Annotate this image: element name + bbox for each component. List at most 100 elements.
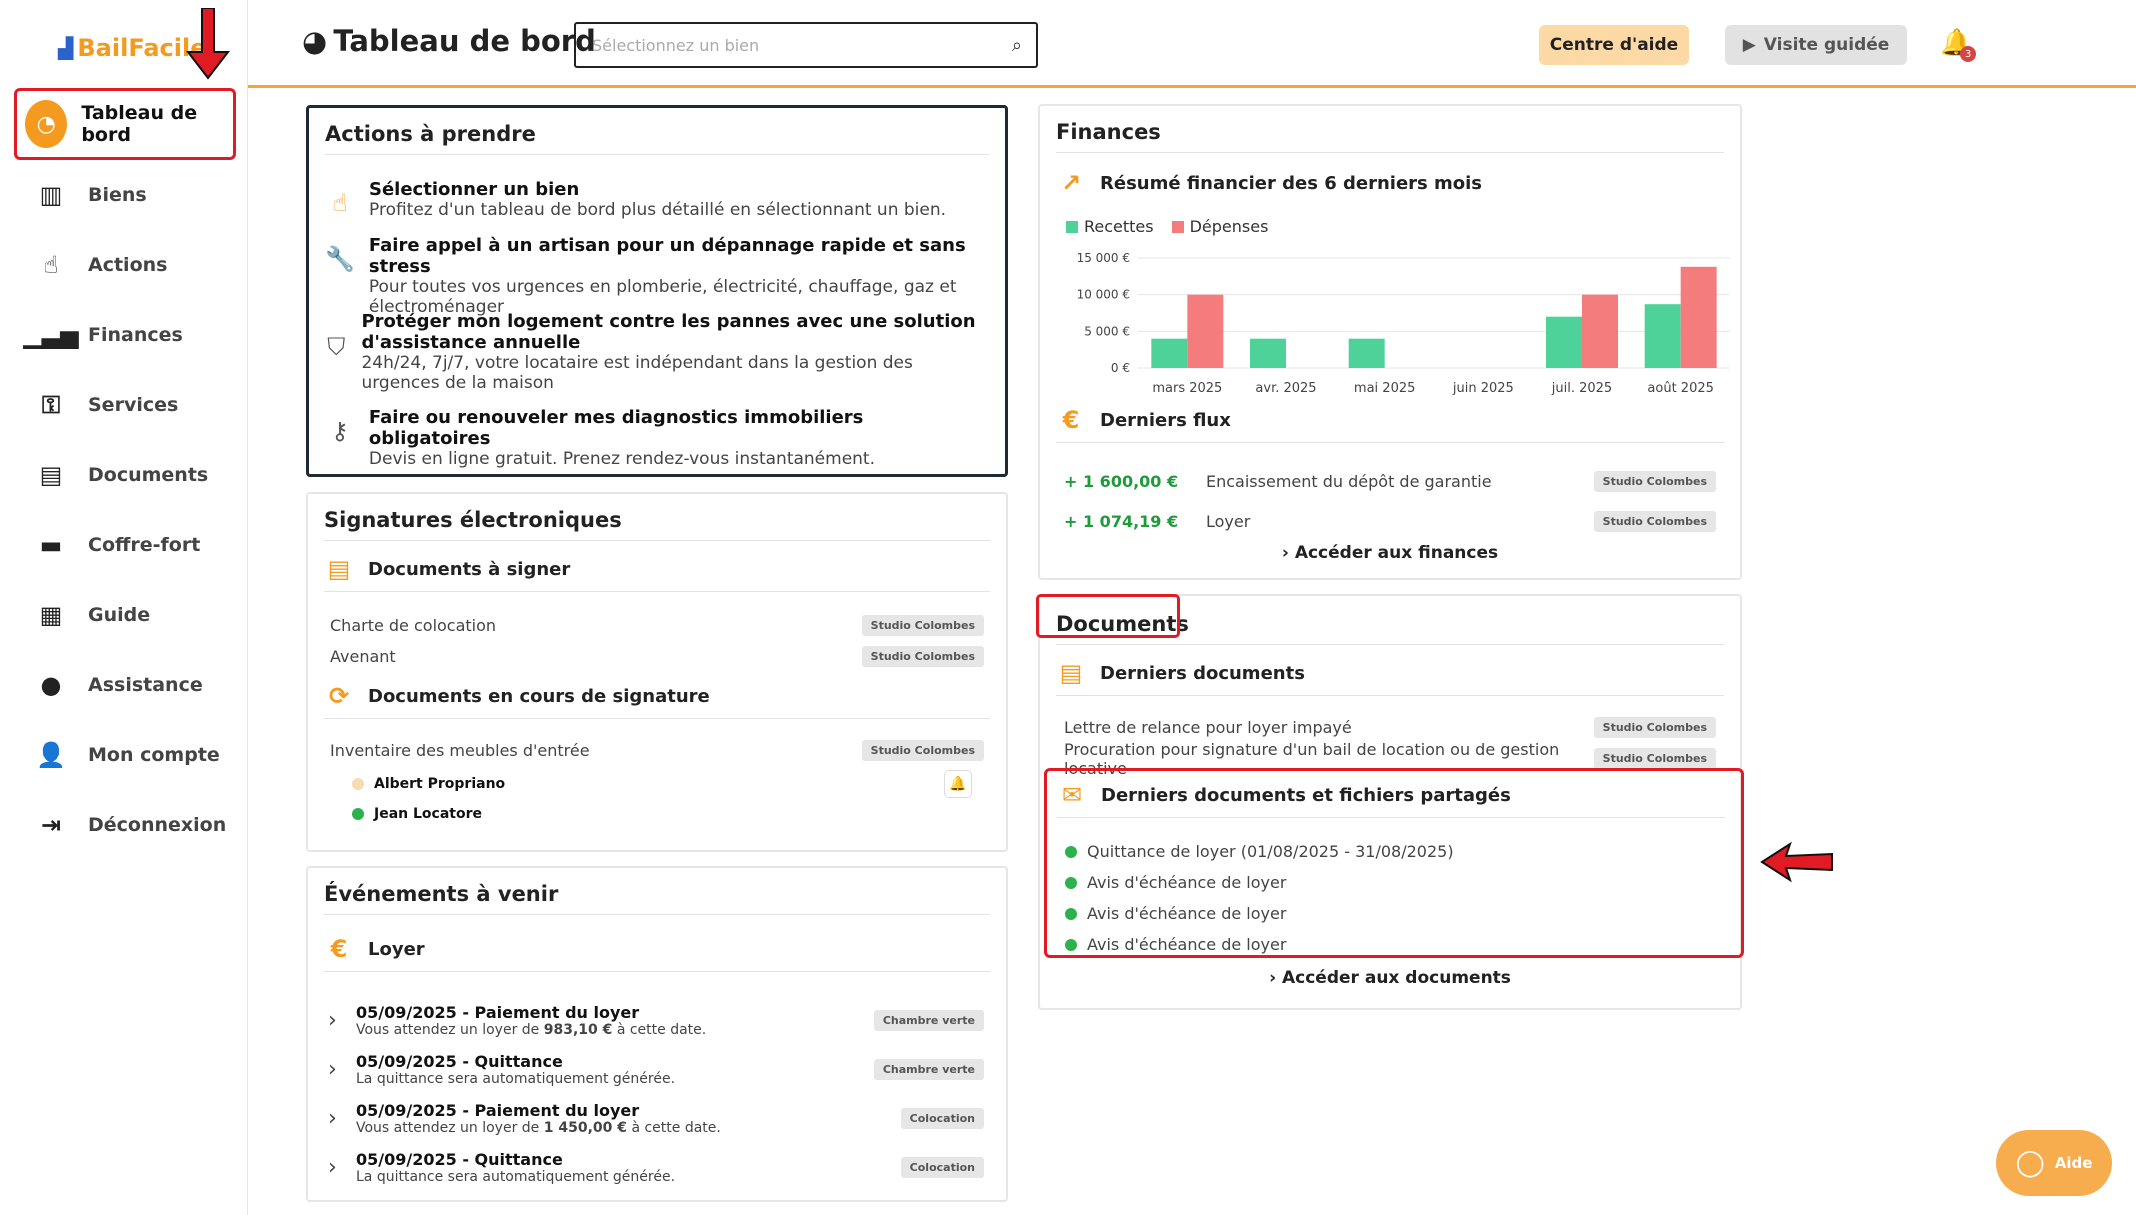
action-title: Protéger mon logement contre les pannes … xyxy=(361,311,976,353)
book-icon: ▦ xyxy=(39,601,63,629)
signer-row: Albert Propriano 🔔 xyxy=(308,767,972,801)
search-input[interactable] xyxy=(590,34,1012,56)
guided-tour-label: Visite guidée xyxy=(1763,35,1890,55)
event-item[interactable]: › 05/09/2025 - Quittance La quittance se… xyxy=(328,1143,984,1192)
wrench-icon: 🔧 xyxy=(325,245,355,273)
status-dot xyxy=(352,778,364,790)
flow-label: Loyer xyxy=(1206,511,1251,531)
sidebar-item-actions[interactable]: ☝ Actions xyxy=(14,230,236,300)
euro-icon: € xyxy=(330,935,348,963)
bar-recettes[interactable] xyxy=(1250,338,1286,368)
documents-title: Documents xyxy=(1056,612,1724,645)
logout-icon: ⇥ xyxy=(40,811,62,839)
bar-recettes[interactable] xyxy=(1348,338,1385,368)
sidebar-item-label: Finances xyxy=(88,324,183,346)
x-tick-label: juin 2025 xyxy=(1452,381,1514,396)
building-logo-icon: ▟ xyxy=(58,36,74,60)
chevron-right-icon: › xyxy=(328,1106,337,1131)
flow-row[interactable]: + 1 074,19 € Loyer Studio Colombes xyxy=(1064,501,1716,541)
file-icon: ▤ xyxy=(327,555,351,583)
action-diagnostics[interactable]: ⚷ Faire ou renouveler mes diagnostics im… xyxy=(325,407,989,469)
search-icon[interactable]: ⌕ xyxy=(1011,34,1022,56)
app-logo[interactable]: ▟ BailFacile xyxy=(58,34,206,62)
event-desc: Vous attendez un loyer de 1 450,00 € à c… xyxy=(356,1119,721,1136)
remind-bell-icon[interactable]: 🔔 xyxy=(944,770,972,798)
list-item[interactable]: Charte de colocation Studio Colombes xyxy=(330,610,984,641)
property-tag: Studio Colombes xyxy=(1593,717,1716,738)
bar-recettes[interactable] xyxy=(1546,316,1582,368)
sidebar-item-services[interactable]: ⚿ Services xyxy=(14,370,236,440)
action-select-property[interactable]: ☝ Sélectionner un bien Profitez d'un tab… xyxy=(325,179,989,235)
sidebar-item-documents[interactable]: ▤ Documents xyxy=(14,440,236,510)
action-artisan[interactable]: 🔧 Faire appel à un artisan pour un dépan… xyxy=(325,235,989,317)
list-item[interactable]: Procuration pour signature d'un bail de … xyxy=(1064,740,1716,778)
finances-card: Finances ↗ Résumé financier des 6 dernie… xyxy=(1038,104,1742,580)
section-title-text: Documents en cours de signature xyxy=(368,685,710,707)
x-tick-label: août 2025 xyxy=(1647,381,1713,396)
document-name: Charte de colocation xyxy=(330,616,497,635)
section-title-text: Résumé financier des 6 derniers mois xyxy=(1100,172,1483,194)
flow-row[interactable]: + 1 600,00 € Encaissement du dépôt de ga… xyxy=(1064,461,1716,501)
bar-dépenses[interactable] xyxy=(1680,266,1717,368)
status-dot xyxy=(1065,907,1077,920)
sidebar-item-mon-compte[interactable]: 👤 Mon compte xyxy=(14,720,236,790)
go-to-documents-link[interactable]: › Accéder aux documents xyxy=(1269,968,1511,988)
sidebar-item-label: Mon compte xyxy=(88,744,220,766)
sidebar-item-label: Déconnexion xyxy=(88,814,227,836)
gauge-icon: ◔ xyxy=(25,100,68,148)
documents-in-signature-section: ⟳ Documents en cours de signature xyxy=(324,682,990,719)
section-title-text: Derniers flux xyxy=(1100,409,1231,431)
shared-item[interactable]: Quittance de loyer (01/08/2025 - 31/08/2… xyxy=(1065,836,1741,867)
shared-documents-highlight: ✉ Derniers documents et fichiers partagé… xyxy=(1044,768,1744,958)
action-title: Faire appel à un artisan pour un dépanna… xyxy=(368,235,966,277)
property-tag: Studio Colombes xyxy=(1593,470,1716,492)
sidebar-item-finances[interactable]: ▁▃▅ Finances xyxy=(14,300,236,370)
event-item[interactable]: › 05/09/2025 - Paiement du loyer Vous at… xyxy=(328,996,984,1045)
sidebar-item-assistance[interactable]: ● Assistance xyxy=(14,650,236,720)
shared-item[interactable]: Avis d'échéance de loyer xyxy=(1065,929,1741,960)
bar-recettes[interactable] xyxy=(1151,338,1188,368)
property-tag: Chambre verte xyxy=(873,1010,984,1031)
sidebar-item-coffre-fort[interactable]: ▬ Coffre-fort xyxy=(14,510,236,580)
list-item[interactable]: Avenant Studio Colombes xyxy=(330,641,984,672)
property-tag: Chambre verte xyxy=(873,1059,984,1080)
help-center-button[interactable]: Centre d'aide xyxy=(1539,25,1689,65)
events-title: Événements à venir xyxy=(324,882,990,915)
building-icon: ▥ xyxy=(39,181,63,209)
property-tag: Colocation xyxy=(900,1157,984,1178)
annotation-arrow-left-icon xyxy=(1760,841,1833,883)
legend-recettes[interactable]: Recettes xyxy=(1066,217,1154,236)
notifications-bell-icon[interactable]: 🔔 3 xyxy=(1940,28,1976,64)
shared-item[interactable]: Avis d'échéance de loyer xyxy=(1065,898,1741,929)
sidebar-item-biens[interactable]: ▥ Biens xyxy=(14,160,236,230)
action-assistance[interactable]: ⛉ Protéger mon logement contre les panne… xyxy=(325,311,989,407)
mail-icon: ✉ xyxy=(1061,781,1083,809)
chat-bubble-icon: ◯ xyxy=(2015,1148,2045,1178)
signer-name: Jean Locatore xyxy=(374,806,482,822)
shared-item[interactable]: Avis d'échéance de loyer xyxy=(1065,867,1741,898)
sidebar-item-label: Coffre-fort xyxy=(88,534,201,556)
bar-dépenses[interactable] xyxy=(1582,294,1618,368)
aide-chat-button[interactable]: ◯ Aide xyxy=(1996,1130,2112,1196)
financial-bar-chart: 15 000 € 10 000 € 5 000 € 0 € mars 2025 avr. … xyxy=(1077,251,1730,396)
sidebar-item-guide[interactable]: ▦ Guide xyxy=(14,580,236,650)
euro-icon: € xyxy=(1062,406,1080,434)
legend-depenses[interactable]: Dépenses xyxy=(1171,217,1268,236)
list-item[interactable]: Inventaire des meubles d'entrée Studio C… xyxy=(330,733,984,767)
property-search[interactable]: ⌕ xyxy=(574,22,1038,68)
list-item[interactable]: Lettre de relance pour loyer impayé Stud… xyxy=(1064,712,1716,743)
bar-recettes[interactable] xyxy=(1644,304,1681,368)
signatures-title: Signatures électroniques xyxy=(324,508,990,541)
sidebar-item-deconnexion[interactable]: ⇥ Déconnexion xyxy=(14,790,236,860)
guided-tour-button[interactable]: ▶ Visite guidée xyxy=(1725,25,1907,65)
document-name: Lettre de relance pour loyer impayé xyxy=(1064,718,1352,737)
sidebar-item-label: Actions xyxy=(88,254,168,276)
sidebar-item-tableau-de-bord[interactable]: ◔ Tableau de bord xyxy=(14,88,236,160)
event-item[interactable]: › 05/09/2025 - Paiement du loyer Vous at… xyxy=(328,1094,984,1143)
bar-dépenses[interactable] xyxy=(1187,294,1224,368)
go-to-finances-link[interactable]: › Accéder aux finances xyxy=(1281,543,1499,563)
event-desc: Vous attendez un loyer de 983,10 € à cet… xyxy=(356,1021,707,1038)
x-tick-label: avr. 2025 xyxy=(1255,381,1316,396)
action-desc: Pour toutes vos urgences en plomberie, é… xyxy=(368,277,957,317)
event-item[interactable]: › 05/09/2025 - Quittance La quittance se… xyxy=(328,1045,984,1094)
